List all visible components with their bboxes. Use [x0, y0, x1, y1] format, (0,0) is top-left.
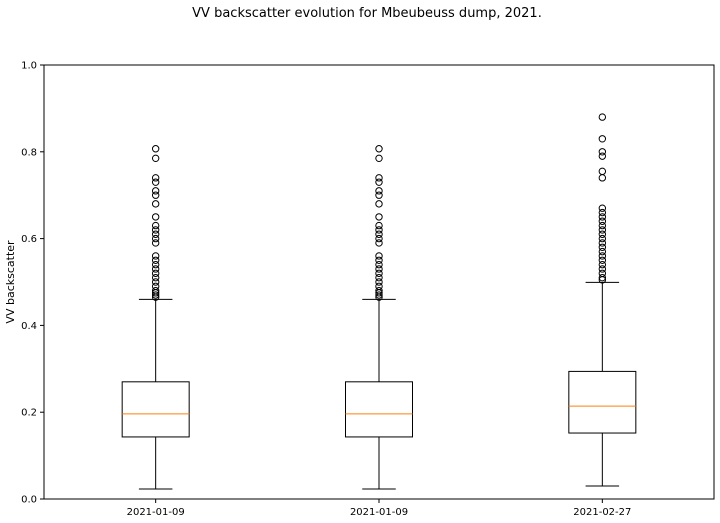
outlier-point	[151, 260, 160, 269]
outlier-point	[598, 113, 607, 121]
outlier-point	[598, 260, 607, 269]
box-group	[345, 145, 413, 490]
outlier-point	[598, 204, 607, 212]
outlier-point	[151, 221, 160, 230]
outlier-point	[151, 291, 160, 299]
outlier-point	[375, 269, 383, 278]
outlier-point	[151, 256, 160, 264]
outlier-point	[375, 191, 383, 199]
outlier-point	[375, 256, 383, 264]
outlier-point	[375, 282, 383, 291]
outlier-point	[598, 243, 607, 251]
y-tick-label: 0.8	[21, 147, 37, 158]
y-axis: 0.0 0.2 0.4 0.6 0.8 1.0	[21, 61, 44, 506]
x-tick-label: 2021-01-09	[350, 507, 408, 518]
outlier-point	[375, 273, 383, 282]
outlier-point	[151, 187, 160, 195]
outlier-point	[375, 230, 383, 238]
box-group	[121, 145, 190, 490]
outlier-point	[151, 234, 160, 243]
outlier-point	[151, 286, 160, 295]
outlier-point	[375, 278, 383, 286]
outlier-point	[151, 278, 160, 286]
outlier-point	[598, 252, 607, 260]
outlier-point	[598, 226, 607, 234]
outlier-point	[598, 239, 607, 247]
outlier-point	[598, 256, 607, 264]
outlier-point	[151, 213, 160, 221]
y-tick-label: 0.4	[21, 321, 37, 332]
outlier-point	[375, 174, 383, 182]
outlier-point	[151, 265, 160, 273]
outlier-point	[598, 135, 607, 143]
outlier-point	[598, 221, 607, 230]
x-tick-label: 2021-01-09	[127, 507, 185, 518]
chart-title: VV backscatter evolution for Mbeubeuss d…	[192, 6, 542, 21]
outlier-point	[375, 260, 383, 269]
outlier-point	[151, 154, 160, 163]
outlier-point	[375, 265, 383, 273]
y-axis-label: VV backscatter	[4, 240, 17, 324]
outlier-point	[151, 226, 160, 234]
outlier-point	[375, 239, 383, 247]
box-iqr	[121, 381, 190, 438]
outlier-point	[598, 208, 607, 217]
outlier-point	[375, 291, 383, 299]
y-tick-label: 0.6	[21, 234, 37, 245]
box-group	[568, 113, 637, 487]
outlier-point	[375, 200, 383, 208]
outlier-point	[151, 191, 160, 199]
x-tick-label: 2021-02-27	[573, 507, 631, 518]
outlier-point	[598, 234, 607, 243]
outlier-point	[598, 269, 607, 278]
outlier-point	[375, 178, 383, 186]
outlier-point	[375, 154, 383, 163]
outlier-point	[598, 213, 607, 221]
y-tick-label: 0.2	[21, 408, 37, 419]
outlier-point	[375, 234, 383, 243]
outlier-point	[151, 200, 160, 208]
outlier-point	[151, 145, 160, 153]
outlier-point	[598, 217, 607, 225]
boxes-layer	[121, 113, 637, 490]
outlier-point	[598, 148, 607, 156]
outlier-point	[151, 178, 160, 186]
outlier-point	[598, 273, 607, 282]
outlier-point	[375, 213, 383, 221]
outlier-point	[151, 282, 160, 291]
outlier-point	[151, 230, 160, 238]
outlier-point	[375, 145, 383, 153]
box-iqr	[345, 381, 413, 438]
outlier-point	[151, 273, 160, 282]
outlier-point	[598, 265, 607, 273]
y-tick-label: 1.0	[21, 61, 37, 72]
outlier-point	[151, 239, 160, 247]
outlier-point	[375, 286, 383, 295]
outlier-point	[151, 269, 160, 278]
outlier-point	[598, 247, 607, 256]
y-tick-label: 0.0	[21, 495, 37, 506]
outlier-point	[598, 174, 607, 182]
outlier-point	[375, 226, 383, 234]
outlier-point	[151, 174, 160, 182]
outlier-point	[151, 252, 160, 260]
outlier-point	[375, 221, 383, 230]
box-iqr	[568, 370, 637, 434]
outlier-point	[598, 152, 607, 160]
outlier-point	[375, 252, 383, 260]
outlier-point	[598, 167, 607, 176]
x-axis: 2021-01-09 2021-01-09 2021-02-27	[127, 499, 631, 518]
outlier-point	[598, 230, 607, 238]
outlier-point	[375, 187, 383, 195]
